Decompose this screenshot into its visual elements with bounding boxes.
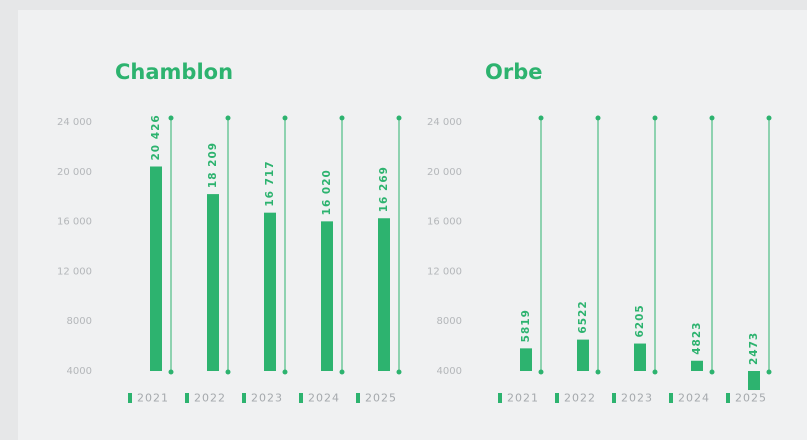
value-label: 5819	[520, 309, 532, 342]
value-label: 16 020	[321, 169, 333, 215]
marker-dot	[225, 369, 231, 375]
marker-dot	[709, 369, 715, 375]
marker-dot	[396, 369, 402, 375]
y-tick-label: 4000	[437, 366, 462, 377]
bar	[520, 348, 532, 371]
value-label: 16 717	[264, 160, 276, 206]
marker-dot	[168, 369, 174, 375]
legend-label: 2021	[507, 392, 539, 405]
marker-dot	[595, 369, 601, 375]
legend-label: 2021	[137, 392, 169, 405]
value-label: 2473	[748, 332, 760, 365]
marker-dot	[766, 115, 772, 121]
legend-label: 2023	[621, 392, 653, 405]
legend-label: 2024	[308, 392, 340, 405]
y-tick-label: 16 000	[427, 217, 462, 228]
marker-dot	[538, 369, 544, 375]
legend-swatch	[299, 393, 303, 403]
bar	[634, 343, 646, 371]
bar	[321, 221, 333, 371]
value-label: 6205	[634, 304, 646, 337]
marker-dot	[396, 115, 402, 121]
legend-swatch	[726, 393, 730, 403]
y-tick-label: 24 000	[57, 117, 92, 128]
bar	[748, 371, 760, 391]
bar	[378, 218, 390, 371]
marker-dot	[339, 115, 345, 121]
value-label: 4823	[691, 322, 703, 355]
legend-label: 2023	[251, 392, 283, 405]
value-label: 20 426	[150, 114, 162, 160]
y-tick-label: 24 000	[427, 117, 462, 128]
legend-swatch	[555, 393, 559, 403]
y-tick-label: 12 000	[57, 266, 92, 277]
legend-swatch	[498, 393, 502, 403]
y-tick-label: 4000	[67, 366, 92, 377]
legend-swatch	[242, 393, 246, 403]
value-label: 6522	[577, 300, 589, 333]
legend-swatch	[185, 393, 189, 403]
y-tick-label: 20 000	[57, 167, 92, 178]
marker-dot	[538, 115, 544, 121]
bar	[150, 166, 162, 371]
marker-dot	[282, 115, 288, 121]
bar	[207, 194, 219, 371]
panel	[18, 10, 807, 440]
legend-swatch	[356, 393, 360, 403]
bar	[577, 339, 589, 371]
legend-label: 2025	[735, 392, 767, 405]
marker-dot	[168, 115, 174, 121]
y-tick-label: 16 000	[57, 217, 92, 228]
y-tick-label: 8000	[437, 316, 462, 327]
y-tick-label: 12 000	[427, 266, 462, 277]
marker-dot	[225, 115, 231, 121]
bar	[691, 360, 703, 371]
legend-swatch	[128, 393, 132, 403]
value-label: 18 209	[207, 142, 219, 188]
marker-dot	[282, 369, 288, 375]
marker-dot	[652, 369, 658, 375]
legend-label: 2022	[564, 392, 596, 405]
legend-swatch	[669, 393, 673, 403]
marker-dot	[709, 115, 715, 121]
y-tick-label: 20 000	[427, 167, 462, 178]
legend-label: 2022	[194, 392, 226, 405]
legend-label: 2024	[678, 392, 710, 405]
bar	[264, 212, 276, 371]
y-tick-label: 8000	[67, 316, 92, 327]
legend-swatch	[612, 393, 616, 403]
chart-title: Orbe	[485, 60, 542, 84]
marker-dot	[766, 369, 772, 375]
chart-title: Chamblon	[115, 60, 233, 84]
marker-dot	[652, 115, 658, 121]
value-label: 16 269	[378, 166, 390, 212]
legend-label: 2025	[365, 392, 397, 405]
marker-dot	[339, 369, 345, 375]
marker-dot	[595, 115, 601, 121]
